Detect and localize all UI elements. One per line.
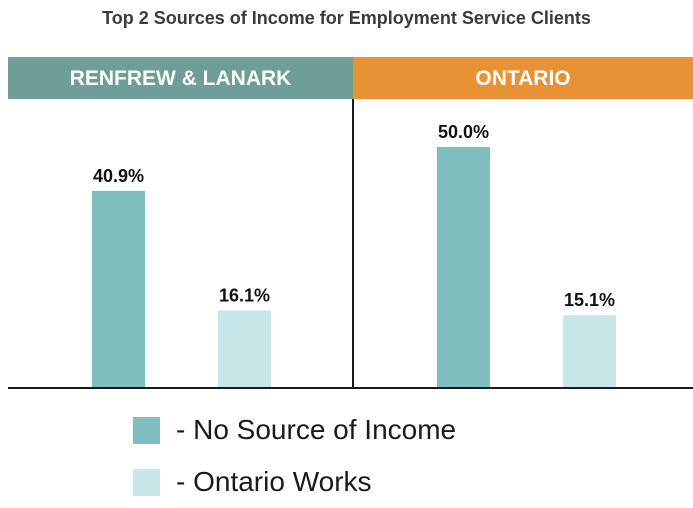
data-label-ontario-series-1: 50.0% bbox=[438, 122, 489, 142]
legend-label-no-source: - No Source of Income bbox=[176, 414, 457, 445]
panel-header-ontario bbox=[353, 57, 693, 99]
chart-area: RENFREW & LANARK ONTARIO 40.9% 16.1% 50.0% 1… bbox=[8, 57, 693, 389]
chart-title: Top 2 Sources of Income for Employment S… bbox=[102, 8, 591, 28]
panel-title-ontario: ONTARIO bbox=[475, 67, 570, 90]
legend-swatch-no-source bbox=[133, 416, 160, 444]
legend-item-ontario-works: - Ontario Works bbox=[133, 456, 456, 508]
data-label-renfrew-lanark-series-2: 16.1% bbox=[219, 285, 270, 305]
bar-ontario-series-1 bbox=[437, 147, 490, 388]
legend-swatch-ontario-works bbox=[133, 468, 160, 496]
panel-header-renfrew-lanark bbox=[8, 57, 353, 99]
bar-renfrew-lanark-series-1 bbox=[92, 190, 145, 388]
legend-item-no-source: - No Source of Income bbox=[133, 404, 456, 456]
panel-title-renfrew-lanark: RENFREW & LANARK bbox=[70, 67, 292, 90]
data-label-renfrew-lanark-series-1: 40.9% bbox=[93, 166, 144, 186]
bar-ontario-series-2 bbox=[563, 315, 616, 388]
legend: - No Source of Income - Ontario Works bbox=[133, 404, 456, 508]
bar-renfrew-lanark-series-2 bbox=[218, 310, 271, 388]
data-label-ontario-series-2: 15.1% bbox=[564, 290, 615, 310]
legend-label-ontario-works: - Ontario Works bbox=[176, 466, 372, 497]
